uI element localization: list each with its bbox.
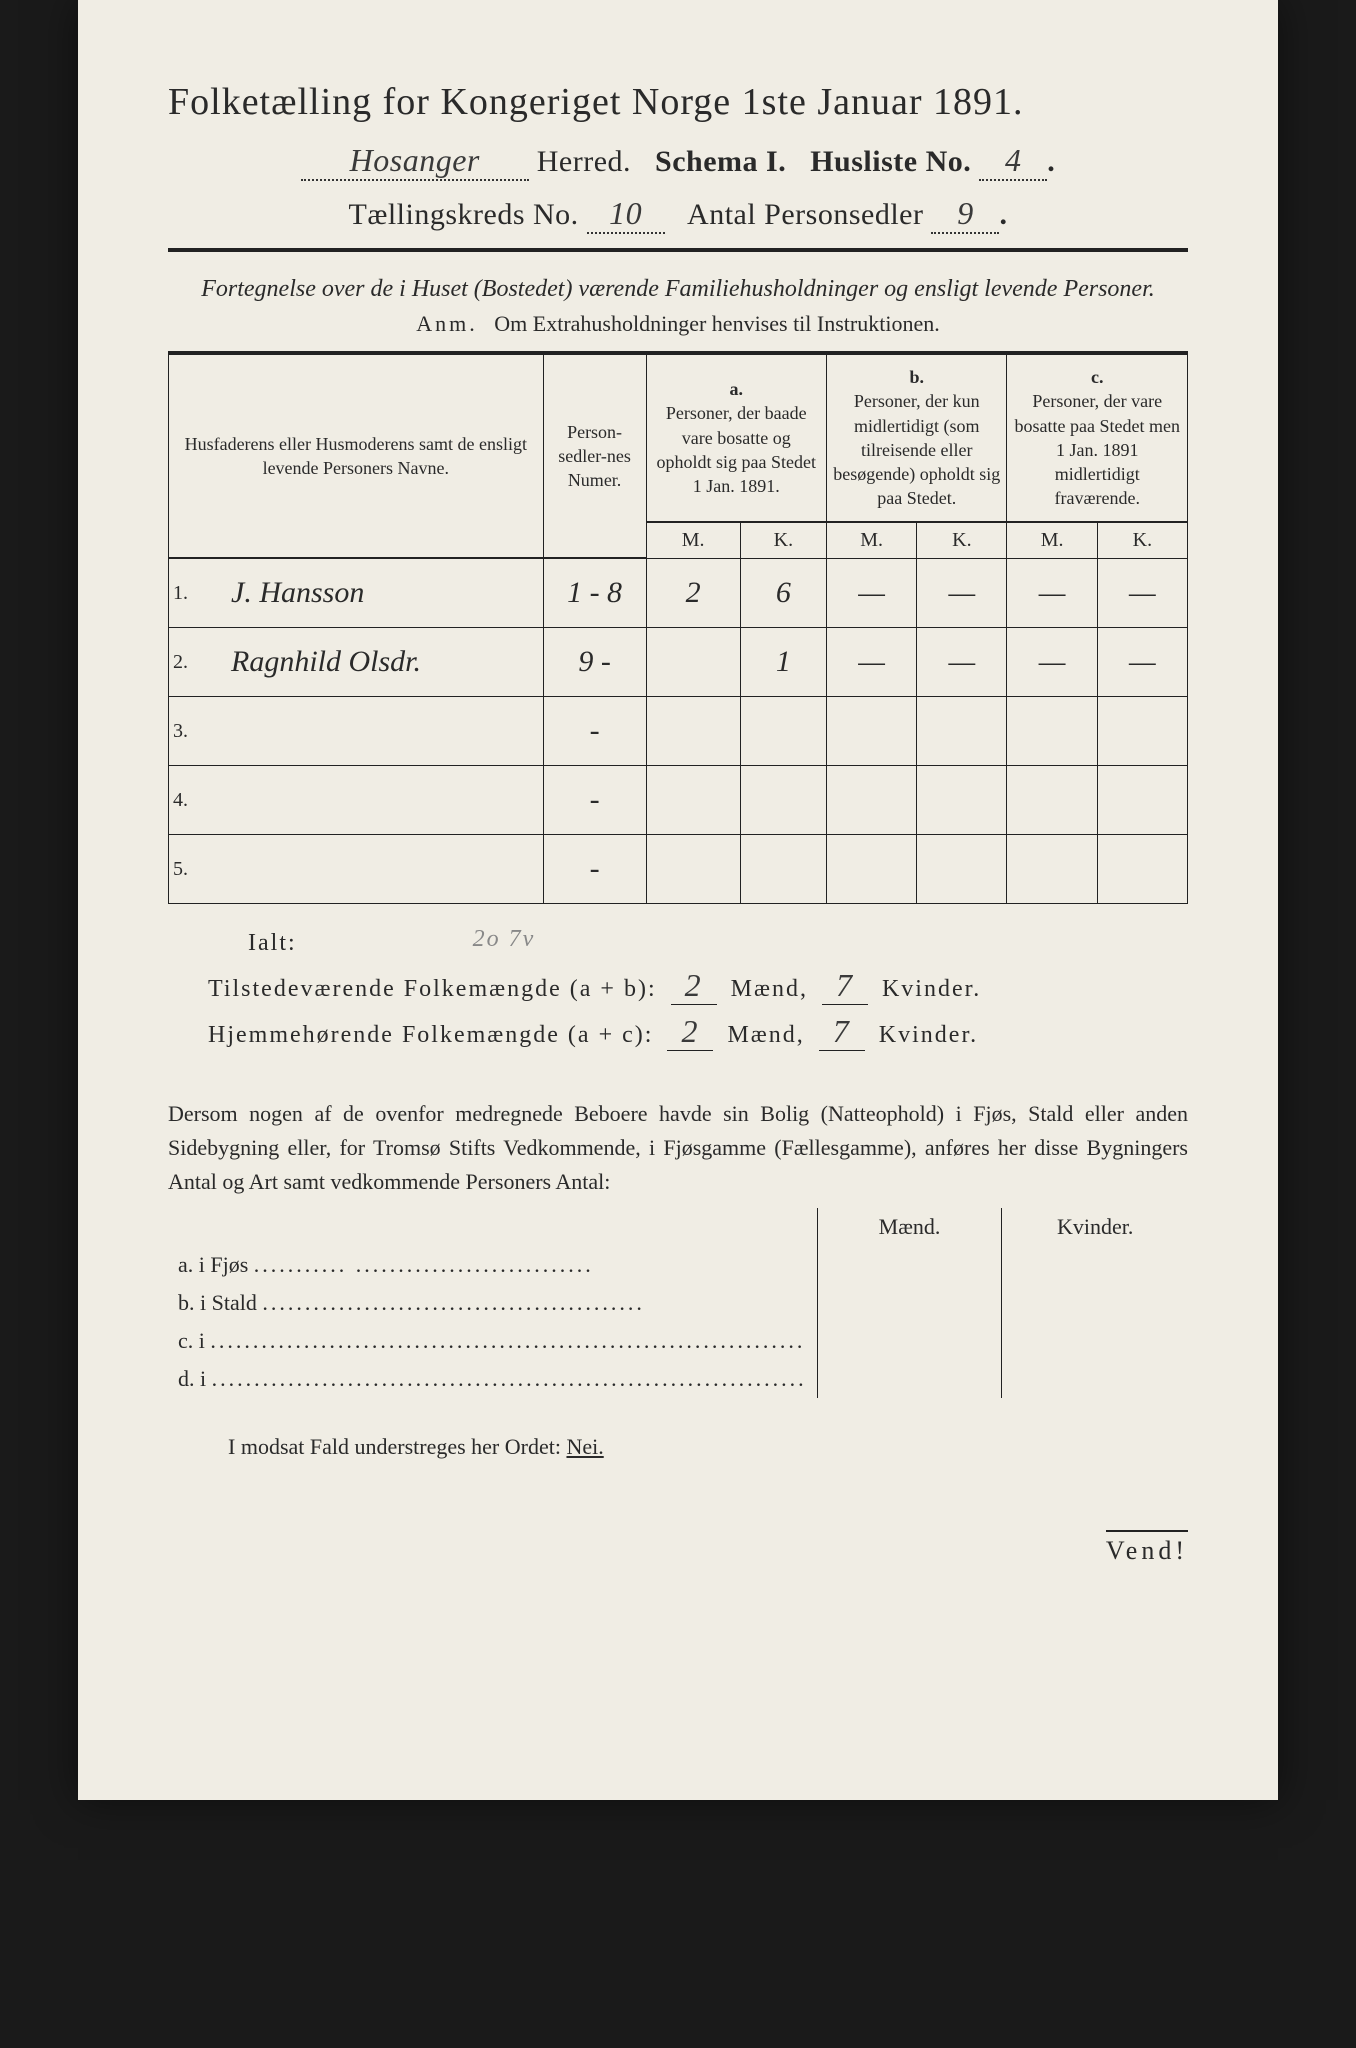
anm-line: Anm. Om Extrahusholdninger henvises til … — [168, 311, 1188, 337]
resident-k: 7 — [819, 1013, 865, 1051]
anm-text: Om Extrahusholdninger henvises til Instr… — [494, 311, 939, 336]
col-c-k: K. — [1097, 522, 1187, 559]
antal-value: 9 — [957, 195, 974, 231]
col-b-m: M. — [827, 522, 917, 559]
side-building-table: Mænd. Kvinder. a. i Fjøs ........... ...… — [168, 1208, 1188, 1398]
present-m: 2 — [671, 967, 717, 1005]
antal-label: Antal Personsedler — [687, 198, 923, 231]
col-a-m: M. — [646, 522, 740, 559]
col-c: c. Personer, der vare bosatte paa Stedet… — [1007, 353, 1188, 522]
table-row: 2.Ragnhild Olsdr.9 -1———— — [169, 628, 1188, 697]
schema-label: Schema I. — [655, 145, 786, 178]
side-row: c. i ...................................… — [168, 1322, 1188, 1360]
side-row: d. i ...................................… — [168, 1360, 1188, 1398]
header-line-2: Hosanger Herred. Schema I. Husliste No. … — [168, 142, 1188, 181]
kreds-label: Tællingskreds No. — [349, 198, 579, 231]
table-row: 4.- — [169, 766, 1188, 835]
anm-label: Anm. — [416, 311, 478, 336]
col-a: a. Personer, der baade vare bosatte og o… — [646, 353, 826, 522]
subtitle: Fortegnelse over de i Huset (Bostedet) v… — [168, 276, 1188, 303]
husliste-value: 4 — [1005, 142, 1022, 178]
page-title: Folketælling for Kongeriget Norge 1ste J… — [168, 80, 1188, 124]
table-row: 3.- — [169, 697, 1188, 766]
total-resident: Hjemmehørende Folkemængde (a + c): 2 Mæn… — [208, 1013, 1188, 1051]
col-b-k: K. — [917, 522, 1007, 559]
table-row: 1.J. Hansson1 - 826———— — [169, 558, 1188, 628]
resident-m: 2 — [667, 1013, 713, 1051]
main-table: Husfaderens eller Husmoderens samt de en… — [168, 351, 1188, 904]
side-col-k: Kvinder. — [1002, 1208, 1188, 1246]
side-row: b. i Stald .............................… — [168, 1284, 1188, 1322]
col-numer: Person-sedler-nes Numer. — [543, 353, 646, 558]
census-form-page: Folketælling for Kongeriget Norge 1ste J… — [78, 0, 1278, 1800]
header-line-3: Tællingskreds No. 10 Antal Personsedler … — [168, 195, 1188, 234]
total-present: Tilstedeværende Folkemængde (a + b): 2 M… — [208, 967, 1188, 1005]
col-c-m: M. — [1007, 522, 1097, 559]
herred-label: Herred. — [537, 145, 631, 178]
footer-line: I modsat Fald understreges her Ordet: Ne… — [228, 1434, 1188, 1460]
col-a-k: K. — [740, 522, 826, 559]
kreds-value: 10 — [609, 195, 642, 231]
vend-label: Vend! — [1106, 1530, 1188, 1566]
herred-value: Hosanger — [350, 142, 480, 178]
col-name: Husfaderens eller Husmoderens samt de en… — [169, 353, 544, 558]
table-row: 5.- — [169, 835, 1188, 904]
col-b: b. Personer, der kun midlertidigt (som t… — [827, 353, 1007, 522]
footer-nei: Nei. — [566, 1434, 603, 1459]
present-k: 7 — [822, 967, 868, 1005]
divider — [168, 248, 1188, 252]
ialt-faint: 2o 7v — [473, 926, 536, 952]
side-col-m: Mænd. — [817, 1208, 1002, 1246]
husliste-label: Husliste No. — [810, 145, 971, 178]
side-row: a. i Fjøs ........... ..................… — [168, 1246, 1188, 1284]
ialt-label: Ialt: 2o 7v — [248, 930, 1188, 957]
side-building-paragraph: Dersom nogen af de ovenfor medregnede Be… — [168, 1097, 1188, 1199]
